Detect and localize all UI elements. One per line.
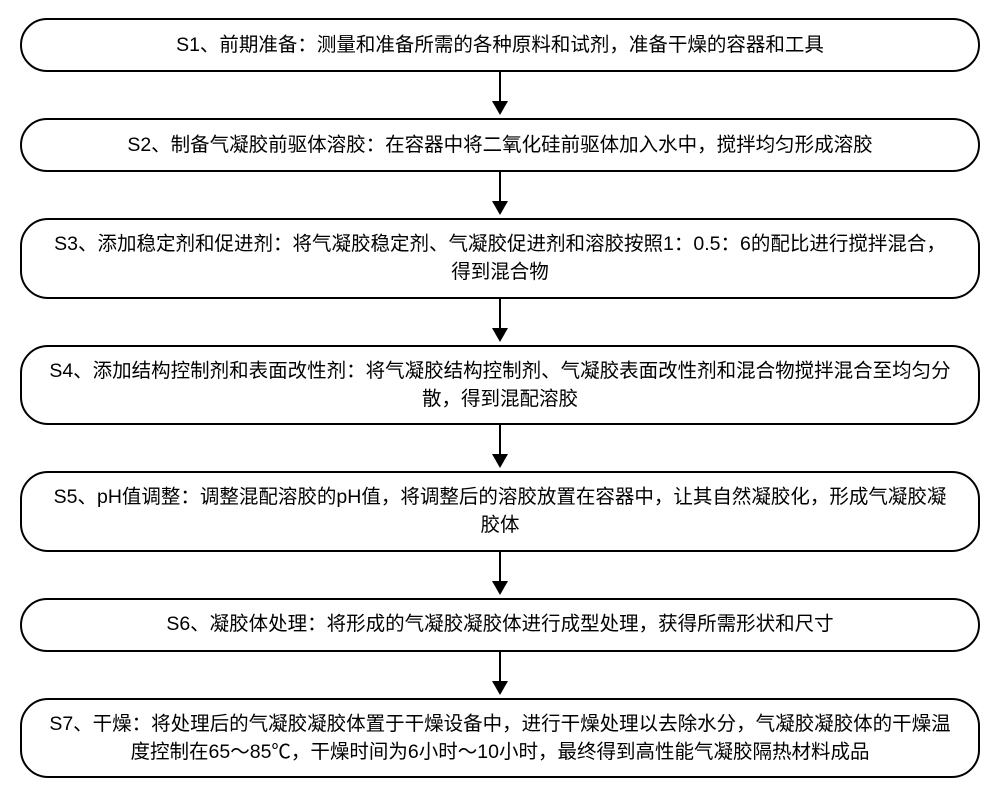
- arrow-icon: [492, 652, 508, 698]
- step-text: S5、pH值调整：调整混配溶胶的pH值，将调整后的溶胶放置在容器中，让其自然凝胶…: [46, 483, 954, 540]
- arrow-icon: [492, 299, 508, 345]
- step-text: S7、干燥：将处理后的气凝胶凝胶体置于干燥设备中，进行干燥处理以去除水分，气凝胶…: [46, 710, 954, 767]
- arrow-icon: [492, 425, 508, 471]
- step-text: S4、添加结构控制剂和表面改性剂：将气凝胶结构控制剂、气凝胶表面改性剂和混合物搅…: [46, 357, 954, 414]
- step-s5: S5、pH值调整：调整混配溶胶的pH值，将调整后的溶胶放置在容器中，让其自然凝胶…: [20, 471, 980, 552]
- step-text: S1、前期准备：测量和准备所需的各种原料和试剂，准备干燥的容器和工具: [176, 31, 824, 59]
- step-s3: S3、添加稳定剂和促进剂：将气凝胶稳定剂、气凝胶促进剂和溶胶按照1：0.5：6的…: [20, 218, 980, 299]
- step-text: S6、凝胶体处理：将形成的气凝胶凝胶体进行成型处理，获得所需形状和尺寸: [166, 610, 833, 638]
- step-s2: S2、制备气凝胶前驱体溶胶：在容器中将二氧化硅前驱体加入水中，搅拌均匀形成溶胶: [20, 118, 980, 172]
- step-s1: S1、前期准备：测量和准备所需的各种原料和试剂，准备干燥的容器和工具: [20, 18, 980, 72]
- step-text: S2、制备气凝胶前驱体溶胶：在容器中将二氧化硅前驱体加入水中，搅拌均匀形成溶胶: [127, 131, 872, 159]
- arrow-icon: [492, 172, 508, 218]
- arrow-icon: [492, 552, 508, 598]
- arrow-icon: [492, 72, 508, 118]
- step-s6: S6、凝胶体处理：将形成的气凝胶凝胶体进行成型处理，获得所需形状和尺寸: [20, 598, 980, 652]
- step-text: S3、添加稳定剂和促进剂：将气凝胶稳定剂、气凝胶促进剂和溶胶按照1：0.5：6的…: [46, 230, 954, 287]
- flowchart-container: S1、前期准备：测量和准备所需的各种原料和试剂，准备干燥的容器和工具 S2、制备…: [15, 18, 985, 778]
- step-s7: S7、干燥：将处理后的气凝胶凝胶体置于干燥设备中，进行干燥处理以去除水分，气凝胶…: [20, 698, 980, 779]
- step-s4: S4、添加结构控制剂和表面改性剂：将气凝胶结构控制剂、气凝胶表面改性剂和混合物搅…: [20, 345, 980, 426]
